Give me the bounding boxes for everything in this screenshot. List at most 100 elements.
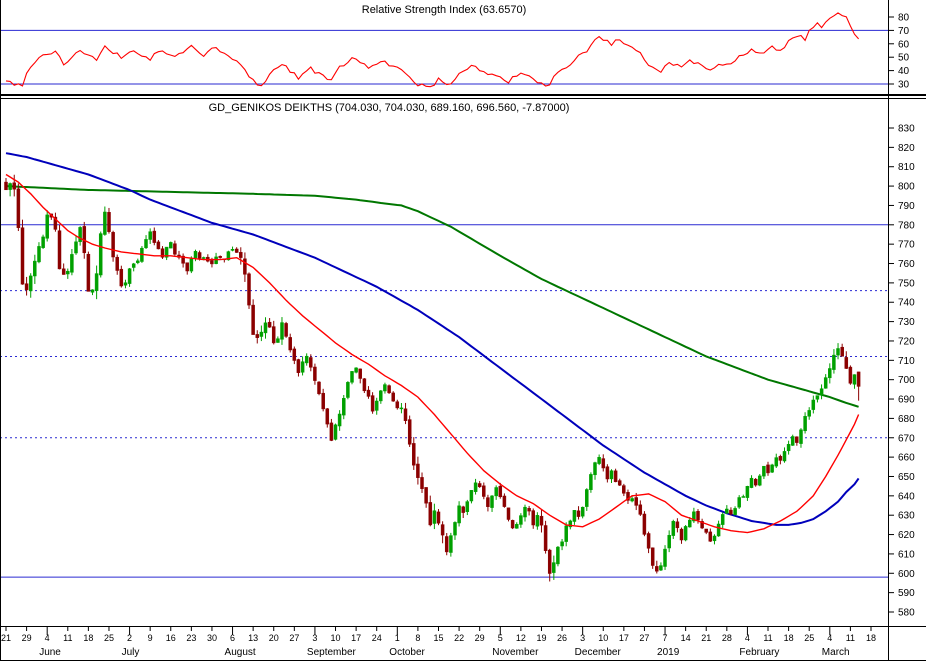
candle-body	[78, 227, 82, 242]
candle-body	[692, 511, 696, 522]
y-axis-label: 730	[898, 317, 915, 328]
candle-body	[255, 334, 260, 338]
candle-body	[94, 273, 99, 291]
candle-body	[543, 525, 548, 551]
x-axis-label: 26	[557, 633, 567, 643]
month-label: July	[122, 647, 140, 658]
candle-body	[465, 501, 470, 512]
x-axis-label: 18	[866, 633, 876, 643]
candle-body	[852, 374, 857, 385]
candle-body	[292, 348, 297, 361]
x-axis-label: 8	[415, 633, 420, 643]
candle-body	[53, 216, 58, 230]
candle-body	[589, 474, 593, 490]
candle-body	[267, 321, 272, 328]
candle-body	[630, 498, 634, 502]
candle-body	[61, 268, 66, 275]
y-axis-label: 770	[898, 240, 915, 251]
candle-body	[679, 528, 684, 541]
y-axis-label: 690	[898, 395, 915, 406]
candle-body	[601, 458, 606, 469]
candle-body	[457, 505, 461, 524]
candle-body	[815, 395, 820, 400]
candle-body	[280, 322, 284, 340]
y-axis-label: 800	[898, 182, 915, 193]
candle-body	[626, 492, 630, 501]
candle-body	[395, 401, 400, 409]
candle-body	[556, 546, 560, 565]
candle-body	[486, 497, 490, 507]
candle-body	[753, 478, 758, 486]
y-axis-label: 700	[898, 375, 915, 386]
candle-body	[762, 465, 766, 477]
x-axis-label: 16	[166, 633, 176, 643]
candle-body	[247, 273, 251, 306]
candle-body	[461, 506, 465, 513]
x-axis-label: 20	[269, 633, 279, 643]
candle-body	[642, 513, 647, 535]
candle-body	[346, 382, 350, 398]
candle-body	[309, 357, 313, 368]
rsi-axis-label: 80	[898, 13, 910, 24]
candle-body	[576, 510, 581, 517]
candle-body	[416, 463, 420, 478]
candlestick-series	[4, 174, 861, 582]
candle-body	[284, 323, 288, 337]
candle-body	[107, 212, 111, 232]
candle-body	[362, 378, 367, 392]
y-axis-label: 740	[898, 298, 915, 309]
y-axis-label: 830	[898, 124, 915, 135]
candle-body	[519, 515, 523, 525]
candle-body	[12, 182, 16, 190]
candle-body	[440, 524, 445, 536]
candle-body	[342, 398, 346, 416]
month-label: October	[389, 647, 425, 658]
candle-body	[696, 511, 700, 521]
candle-body	[387, 385, 391, 394]
candle-body	[671, 521, 676, 536]
candle-body	[424, 487, 428, 504]
candle-body	[321, 392, 325, 410]
y-axis-label: 630	[898, 511, 915, 522]
ma-short-line	[5, 173, 860, 534]
candle-body	[181, 255, 185, 264]
x-axis-label: 1	[395, 633, 400, 643]
rsi-axis-label: 30	[898, 80, 910, 91]
candle-body	[156, 241, 161, 250]
x-axis-label: 25	[104, 633, 114, 643]
y-axis-label: 610	[898, 549, 915, 560]
candle-body	[477, 483, 482, 488]
candle-body	[449, 535, 453, 553]
candle-body	[20, 227, 25, 285]
candle-body	[659, 565, 663, 571]
candle-body	[515, 524, 519, 529]
candle-body	[115, 256, 119, 271]
candle-body	[300, 361, 305, 373]
candle-body	[729, 509, 733, 515]
x-axis-label: 4	[745, 633, 750, 643]
x-axis-label: 10	[331, 633, 341, 643]
candle-body	[811, 399, 816, 410]
candle-body	[823, 377, 828, 389]
x-axis-label: 18	[784, 633, 794, 643]
candle-body	[189, 258, 194, 272]
candle-body	[74, 241, 78, 254]
candle-body	[605, 466, 610, 480]
candle-body	[807, 410, 811, 417]
candle-body	[552, 562, 556, 573]
x-axis-label: 21	[1, 633, 11, 643]
candle-body	[749, 477, 754, 488]
candle-body	[131, 263, 136, 268]
candle-body	[688, 519, 692, 528]
candle-body	[803, 416, 807, 432]
candle-body	[379, 390, 383, 402]
x-axis-label: 13	[248, 633, 258, 643]
x-axis-label: 3	[312, 633, 317, 643]
candle-body	[638, 504, 643, 515]
candle-body	[276, 338, 280, 343]
ma-long-line	[5, 185, 859, 408]
x-axis-label: 7	[663, 633, 668, 643]
candle-body	[98, 233, 103, 276]
